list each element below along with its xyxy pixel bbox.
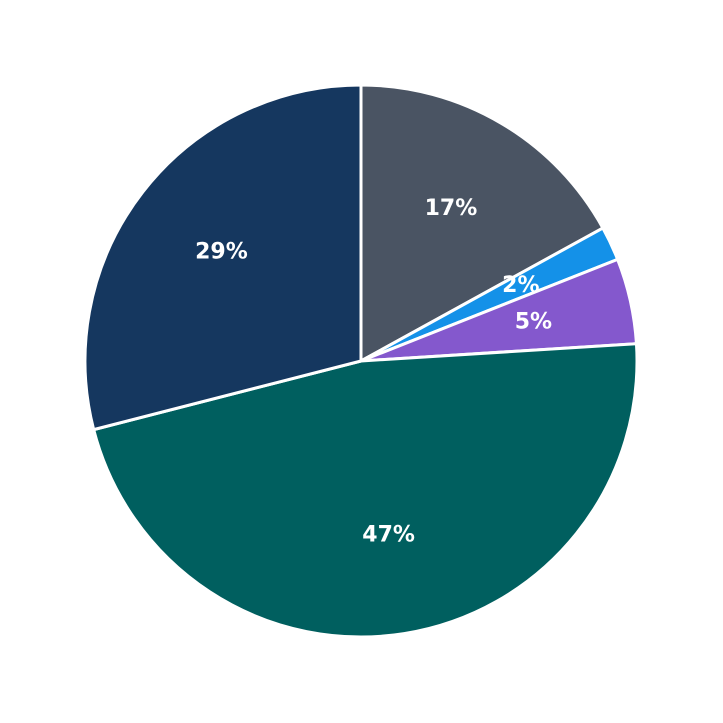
pie-slice xyxy=(83,83,363,432)
slice-label: 2% xyxy=(502,273,539,298)
slice-label: 29% xyxy=(195,240,248,265)
slice-label: 47% xyxy=(362,522,415,547)
slice-label: 17% xyxy=(425,196,478,221)
pie-slice xyxy=(359,83,605,363)
pie-slice xyxy=(92,342,639,639)
slice-label: 5% xyxy=(515,309,552,334)
